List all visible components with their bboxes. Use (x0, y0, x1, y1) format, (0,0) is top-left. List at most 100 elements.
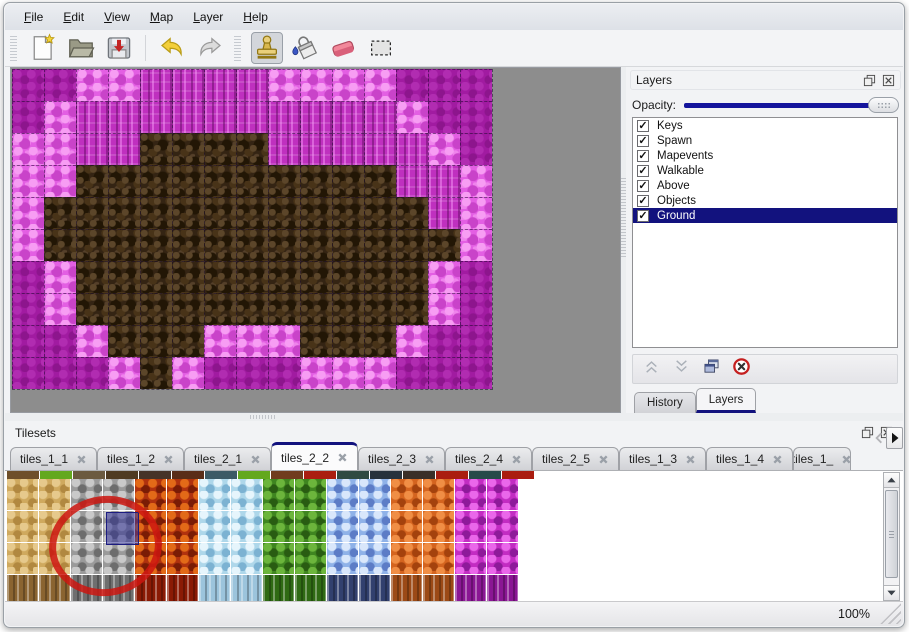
tileset-tile-ice[interactable] (231, 543, 263, 575)
map-tile-brown-cave-floor[interactable] (268, 229, 300, 261)
map-tile-light-pink-rock[interactable] (332, 357, 364, 389)
map-tile-magenta-wall[interactable] (428, 197, 460, 229)
map-tile-dark-magenta-rock[interactable] (12, 69, 44, 101)
map-tile-dark-magenta-rock[interactable] (428, 69, 460, 101)
tileset-tile-lava[interactable] (135, 511, 167, 543)
tileset-tab-tiles_2_1[interactable]: tiles_2_1 (184, 447, 271, 470)
splitter-grip[interactable] (250, 415, 277, 419)
tileset-tab-tiles_2_4[interactable]: tiles_2_4 (445, 447, 532, 470)
redo-button[interactable] (194, 32, 226, 64)
tileset-tile-vine[interactable] (263, 479, 295, 511)
map-tile-dark-magenta-rock[interactable] (460, 325, 492, 357)
tileset-tile-rock[interactable] (103, 543, 135, 575)
horizontal-splitter[interactable] (5, 413, 903, 421)
selected-tile-highlight[interactable] (106, 512, 139, 545)
tileset-tile-rock[interactable] (103, 479, 135, 511)
tileset-tile-lava[interactable] (167, 511, 199, 543)
tileset-tile-ice[interactable] (231, 511, 263, 543)
scrollbar-thumb[interactable] (885, 490, 898, 578)
map-view[interactable] (10, 67, 621, 413)
map-tile-dark-magenta-rock[interactable] (236, 357, 268, 389)
tab-history[interactable]: History (634, 392, 696, 413)
duplicate-layer-button[interactable] (701, 356, 722, 382)
menu-item-view[interactable]: View (104, 10, 130, 24)
map-tile-light-pink-rock[interactable] (364, 69, 396, 101)
tileset-tile-ember[interactable] (391, 543, 423, 575)
map-tile-brown-cave-floor[interactable] (332, 325, 364, 357)
map-tile-brown-cave-floor[interactable] (236, 261, 268, 293)
map-tile-dark-magenta-rock[interactable] (12, 293, 44, 325)
map-tile-magenta-wall[interactable] (332, 101, 364, 133)
tileset-tile-ember[interactable] (391, 479, 423, 511)
delete-layer-button[interactable] (731, 356, 752, 382)
map-tile-magenta-wall[interactable] (236, 101, 268, 133)
tileset-tile-ember[interactable] (423, 511, 455, 543)
fill-tool-button[interactable] (289, 32, 321, 64)
map-tile-dark-magenta-rock[interactable] (460, 101, 492, 133)
tileset-tile-ice[interactable] (199, 511, 231, 543)
map-tile-light-pink-rock[interactable] (364, 357, 396, 389)
layer-item-walkable[interactable]: ✓ Walkable (633, 163, 897, 178)
map-tile-magenta-wall[interactable] (396, 165, 428, 197)
map-tile-light-pink-rock[interactable] (12, 197, 44, 229)
map-tile-light-pink-rock[interactable] (300, 357, 332, 389)
stamp-tool-button[interactable] (251, 32, 283, 64)
tileset-tile-crystal[interactable] (327, 511, 359, 543)
map-tile-brown-cave-floor[interactable] (300, 293, 332, 325)
tileset-tab-tiles_1_1[interactable]: tiles_1_1 (10, 447, 97, 470)
layer-visibility-checkbox[interactable]: ✓ (637, 209, 649, 222)
map-tile-dark-magenta-rock[interactable] (12, 101, 44, 133)
map-tile-brown-cave-floor[interactable] (172, 325, 204, 357)
map-tile-brown-cave-floor[interactable] (332, 261, 364, 293)
tileset-tile-magma[interactable] (487, 479, 519, 511)
tileset-tile-sand[interactable] (7, 511, 39, 543)
map-tile-brown-cave-floor[interactable] (140, 133, 172, 165)
map-tile-brown-cave-floor[interactable] (300, 197, 332, 229)
map-tile-light-pink-rock[interactable] (108, 69, 140, 101)
map-tile-light-pink-rock[interactable] (12, 165, 44, 197)
layer-visibility-checkbox[interactable]: ✓ (637, 134, 649, 147)
opacity-slider-handle[interactable] (868, 97, 899, 113)
map-tile-brown-cave-floor[interactable] (236, 165, 268, 197)
map-tile-dark-magenta-rock[interactable] (460, 133, 492, 165)
layer-visibility-checkbox[interactable]: ✓ (637, 164, 649, 177)
map-tile-brown-cave-floor[interactable] (204, 261, 236, 293)
map-tile-light-pink-rock[interactable] (268, 325, 300, 357)
layer-visibility-checkbox[interactable]: ✓ (637, 179, 649, 192)
tileset-tile[interactable] (337, 471, 370, 479)
tileset-tile-ember[interactable] (391, 511, 423, 543)
tileset-tab-tiles_1_3[interactable]: tiles_1_3 (619, 447, 706, 470)
tileset-tile[interactable] (7, 471, 40, 479)
map-tile-brown-cave-floor[interactable] (364, 229, 396, 261)
map-tile-brown-cave-floor[interactable] (108, 261, 140, 293)
map-tile-brown-cave-floor[interactable] (108, 325, 140, 357)
tileset-tile-rock[interactable] (71, 479, 103, 511)
map-tile-brown-cave-floor[interactable] (108, 197, 140, 229)
tileset-tile-ember-fall[interactable] (391, 575, 423, 602)
map-tile-brown-cave-floor[interactable] (140, 261, 172, 293)
scroll-tabs-right-icon[interactable] (886, 427, 903, 449)
tab-close-icon[interactable] (424, 454, 435, 465)
map-canvas[interactable] (12, 69, 493, 390)
map-tile-light-pink-rock[interactable] (396, 325, 428, 357)
tileset-tile-rock-fall[interactable] (103, 575, 135, 602)
tileset-tile-lava[interactable] (167, 543, 199, 575)
tileset-tile[interactable] (73, 471, 106, 479)
tileset-tile-ember[interactable] (423, 479, 455, 511)
layer-item-keys[interactable]: ✓ Keys (633, 118, 897, 133)
map-tile-magenta-wall[interactable] (332, 133, 364, 165)
opacity-slider[interactable] (684, 97, 899, 113)
tileset-tile-ice-fall[interactable] (231, 575, 263, 602)
tileset-tile[interactable] (436, 471, 469, 479)
map-tile-brown-cave-floor[interactable] (204, 293, 236, 325)
map-tile-light-pink-rock[interactable] (300, 69, 332, 101)
tileset-tile-magma[interactable] (455, 543, 487, 575)
map-tile-brown-cave-floor[interactable] (204, 133, 236, 165)
map-tile-dark-magenta-rock[interactable] (396, 357, 428, 389)
tab-close-icon[interactable] (337, 452, 348, 463)
map-tile-dark-magenta-rock[interactable] (460, 261, 492, 293)
tileset-tile-vine[interactable] (295, 511, 327, 543)
tileset-tile[interactable] (304, 471, 337, 479)
tileset-tile-crystal[interactable] (359, 543, 391, 575)
map-tile-dark-magenta-rock[interactable] (268, 357, 300, 389)
